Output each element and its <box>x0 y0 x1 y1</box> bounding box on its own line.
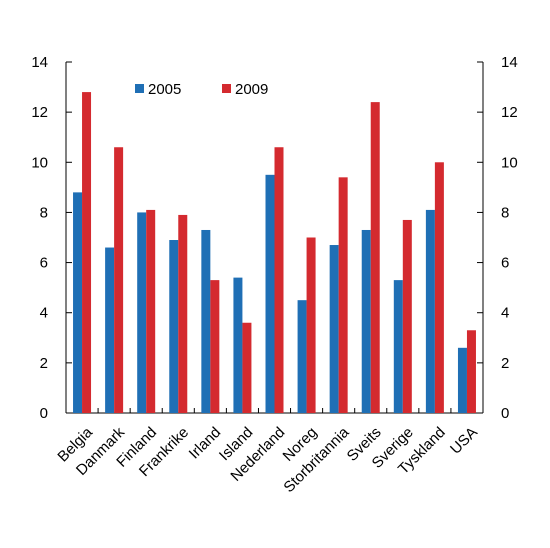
bar-2009-usa <box>466 330 476 413</box>
y-tick-label-right: 4 <box>501 305 509 322</box>
y-tick-label-left: 12 <box>31 104 48 121</box>
legend-swatch-2005 <box>135 84 144 93</box>
y-tick-label-right: 12 <box>501 104 518 121</box>
y-tick-label-left: 14 <box>31 54 48 71</box>
bar-2005-belgia <box>73 192 83 413</box>
bar-2009-nederland <box>274 147 284 413</box>
bar-2009-irland <box>210 280 220 413</box>
bar-2005-frankrike <box>169 240 179 413</box>
legend-swatch-2009 <box>222 84 231 93</box>
category-label: Irland <box>186 424 225 463</box>
y-tick-label-right: 2 <box>501 355 509 372</box>
bar-2009-frankrike <box>178 214 188 413</box>
legend: 2005 2009 <box>135 81 268 98</box>
bar-2009-storbritannia <box>338 177 348 413</box>
bar-2009-sveits <box>370 102 380 413</box>
y-tick-label-right: 10 <box>501 154 518 171</box>
bar-2005-nederland <box>265 174 275 413</box>
bar-2005-usa <box>457 347 467 413</box>
y-tick-label-left: 0 <box>40 405 48 422</box>
y-tick-label-right: 0 <box>501 405 509 422</box>
y-tick-label-right: 6 <box>501 255 509 272</box>
category-labels: BelgiaDanmarkFinlandFrankrikeIrlandIslan… <box>54 423 480 496</box>
bar-2009-belgia <box>82 92 92 413</box>
bar-2009-sverige <box>402 219 412 413</box>
bars <box>73 92 476 413</box>
legend-label-2005: 2005 <box>148 81 181 98</box>
axes: 0 0 2 2 4 4 6 6 8 8 10 10 12 12 14 14 <box>31 54 517 422</box>
bar-2009-danmark <box>114 147 124 413</box>
bar-2005-danmark <box>105 247 115 413</box>
bar-2009-finland <box>146 209 156 413</box>
y-tick-label-right: 8 <box>501 204 509 221</box>
y-tick-label-left: 2 <box>40 355 48 372</box>
legend-label-2009: 2009 <box>235 81 268 98</box>
y-tick-label-right: 14 <box>501 54 518 71</box>
bar-2005-tyskland <box>425 209 435 413</box>
bar-2009-tyskland <box>434 162 444 413</box>
y-tick-label-left: 10 <box>31 154 48 171</box>
y-tick-label-left: 4 <box>40 305 48 322</box>
bar-2005-sverige <box>393 280 403 413</box>
bar-2005-irland <box>201 229 211 413</box>
bar-2009-noreg <box>306 237 316 413</box>
bar-2009-island <box>242 322 252 413</box>
category-label: USA <box>447 424 481 458</box>
bar-2005-noreg <box>297 300 307 413</box>
bar-2005-storbritannia <box>329 245 339 413</box>
bar-2005-island <box>233 277 243 413</box>
bar-2005-finland <box>137 212 147 413</box>
bar-2005-sveits <box>361 229 371 413</box>
y-tick-label-left: 6 <box>40 255 48 272</box>
y-tick-label-left: 8 <box>40 204 48 221</box>
